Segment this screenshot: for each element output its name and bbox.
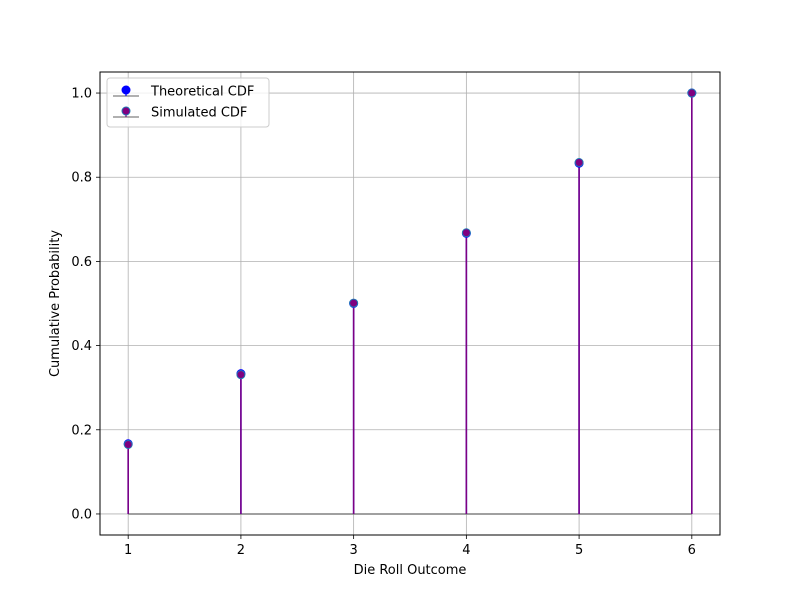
- y-tick-label: 0.2: [71, 423, 92, 438]
- markers: [123, 88, 697, 450]
- marker-simulated: [236, 370, 246, 380]
- y-tick-label: 0.6: [71, 255, 92, 270]
- marker-simulated: [461, 228, 471, 238]
- legend-marker-swatch: [121, 85, 131, 95]
- x-tick-label: 2: [237, 543, 245, 558]
- x-axis-label: Die Roll Outcome: [354, 563, 467, 578]
- ticks: 1 2 3 4 5 6 0.0 0.2 0.4 0.6 0.8 1.0: [71, 87, 696, 558]
- y-tick-label: 0.4: [71, 339, 92, 354]
- y-axis-label: Cumulative Probability: [48, 230, 63, 377]
- x-tick-label: 6: [688, 543, 696, 558]
- x-tick-label: 1: [124, 543, 132, 558]
- marker-simulated: [687, 88, 697, 98]
- plot-frame: [99, 71, 721, 536]
- legend-label: Theoretical CDF: [150, 85, 254, 100]
- y-tick-label: 0.0: [71, 507, 92, 522]
- legend-marker-swatch: [121, 106, 131, 116]
- legend-box: [106, 77, 270, 128]
- y-tick-label: 0.8: [71, 171, 92, 186]
- marker-simulated: [123, 440, 133, 450]
- marker-simulated: [349, 298, 359, 308]
- grid: [100, 72, 720, 535]
- legend: Theoretical CDF Simulated CDF: [106, 77, 270, 128]
- y-tick-label: 1.0: [71, 87, 92, 102]
- x-tick-label: 5: [575, 543, 583, 558]
- x-tick-label: 4: [462, 543, 470, 558]
- legend-label: Simulated CDF: [151, 106, 247, 121]
- x-tick-label: 3: [349, 543, 357, 558]
- marker-simulated: [574, 157, 584, 167]
- stems: [127, 93, 693, 514]
